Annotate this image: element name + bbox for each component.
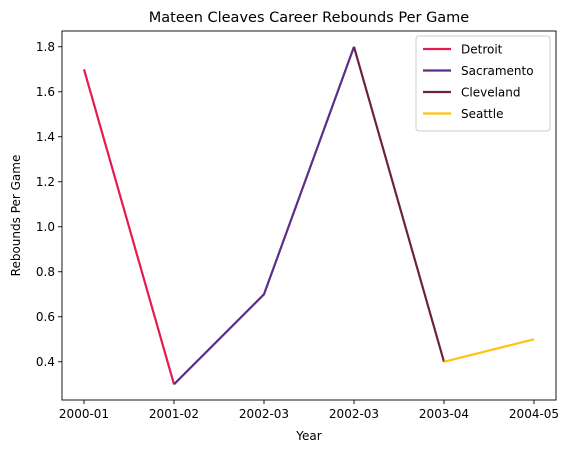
legend: Detroit Sacramento Cleveland Seattle [415, 35, 551, 132]
x-tick-label: 2001-02 [149, 407, 199, 421]
legend-box [415, 35, 551, 132]
series-line-seattle [443, 338, 535, 363]
y-tick-label: 1.0 [36, 220, 55, 234]
y-tick-label: 0.4 [36, 355, 55, 369]
y-tick-label: 0.6 [36, 310, 55, 324]
y-axis: 0.4 0.6 0.8 1.0 1.2 1.4 1.6 1.8 [36, 40, 62, 369]
plot-frame [61, 30, 557, 401]
x-tick-label: 2002-03 [329, 407, 379, 421]
y-tick-label: 0.8 [36, 265, 55, 279]
x-axis: 2000-01 2001-02 2002-03 2002-03 2003-04 2004-… [59, 400, 559, 421]
x-tick-label: 2003-04 [419, 407, 469, 421]
series-line-cleveland [352, 46, 446, 363]
x-tick-label: 2000-01 [59, 407, 109, 421]
x-tick-label: 2002-03 [239, 407, 289, 421]
y-axis-label: Rebounds Per Game [9, 155, 23, 277]
x-tick-label: 2004-05 [509, 407, 559, 421]
chart-title: Mateen Cleaves Career Rebounds Per Game [149, 10, 470, 26]
legend-label-seattle: Seattle [461, 107, 503, 121]
y-tick-label: 1.4 [36, 130, 55, 144]
series-line-detroit [82, 68, 176, 385]
series-line-sacramento [173, 46, 356, 386]
series-layer [82, 46, 535, 386]
x-axis-label: Year [295, 429, 321, 443]
legend-label-sacramento: Sacramento [461, 64, 534, 78]
y-tick-label: 1.6 [36, 85, 55, 99]
y-tick-label: 1.8 [36, 40, 55, 54]
legend-label-detroit: Detroit [461, 43, 503, 57]
y-tick-label: 1.2 [36, 175, 55, 189]
legend-label-cleveland: Cleveland [461, 86, 521, 100]
